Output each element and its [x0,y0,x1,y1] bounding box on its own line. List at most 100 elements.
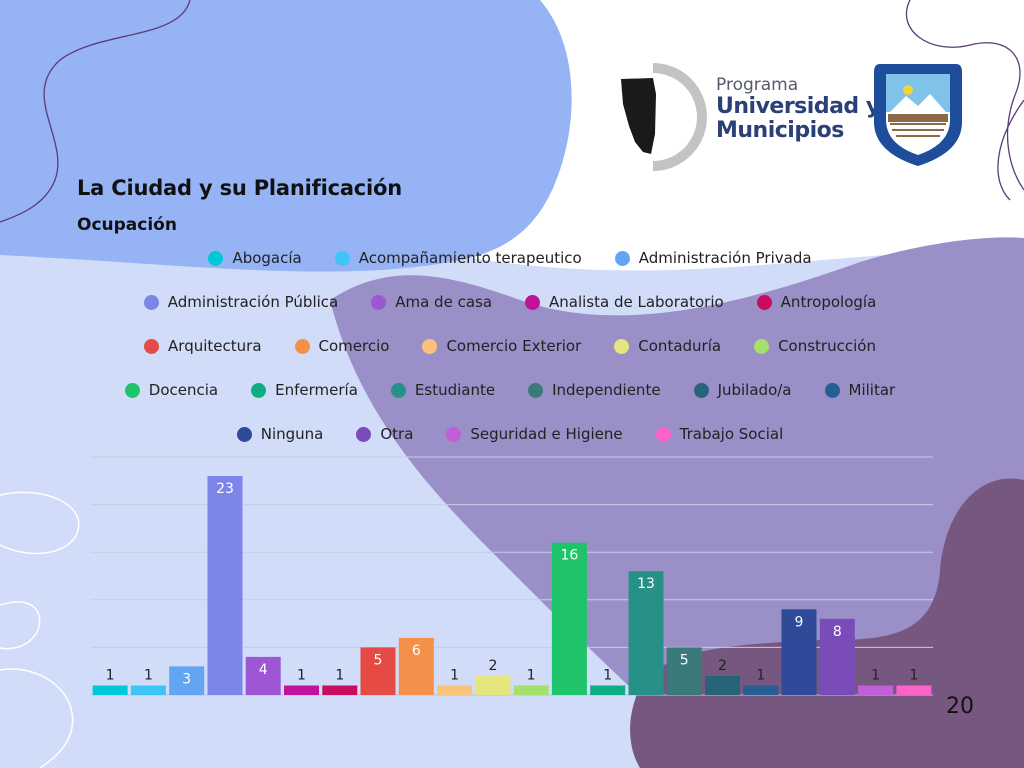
legend-swatch [655,426,671,442]
bar [398,637,434,695]
bar-value-label: 4 [259,662,268,678]
legend-label: Ninguna [260,425,324,443]
legend-row: Ninguna Otra Seguridad e Higiene Trabajo So… [60,412,960,456]
legend-item: Administración Pública [143,293,339,311]
legend-label: Seguridad e Higiene [470,425,623,443]
university-shield-icon [874,64,962,166]
decor-swirl-top-left [0,0,191,223]
bar-value-label: 13 [637,576,655,592]
bar [551,542,587,695]
legend-item: Contaduría [614,337,721,355]
legend-swatch [446,426,462,442]
bar [781,609,817,695]
bar-value-label: 1 [603,668,612,684]
dark-purple-blob [630,478,1024,768]
legend-label: Administración Pública [167,293,339,311]
bar-value-label: 2 [718,658,727,674]
bar-value-label: 5 [680,652,689,668]
logo-line-3: Municipios [716,117,844,143]
legend-swatch [144,338,160,354]
legend-label: Otra [380,425,414,443]
bar-value-label: 2 [488,658,497,674]
legend-label: Enfermería [275,381,358,399]
bar [513,685,549,695]
bar [628,571,664,695]
bar-value-label: 5 [374,652,383,668]
bar-value-label: 1 [527,668,536,684]
legend-item: Construcción [754,337,876,355]
bar [666,647,702,695]
program-logo-mark [586,57,707,175]
legend-swatch [754,338,770,354]
legend-item: Seguridad e Higiene [446,425,623,443]
legend-item: Antropología [756,293,877,311]
bar [360,647,396,695]
legend-swatch [824,382,840,398]
legend-item: Administración Privada [614,249,812,267]
logo-line-2: Universidad y [716,93,880,119]
legend-label: Militar [848,381,896,399]
legend-swatch [614,250,630,266]
legend-label: Jubilado/a [717,381,792,399]
legend-swatch [251,382,267,398]
bar [284,685,319,695]
chart-legend: Abogacía Acompañamiento terapeutico Admini… [60,236,960,456]
bar-value-label: 8 [833,624,842,640]
legend-label: Contaduría [638,337,722,355]
legend-item: Estudiante [390,381,496,399]
bar [207,476,243,695]
chart-subtitle: Ocupación [77,215,177,235]
legend-label: Docencia [148,381,219,399]
legend-item: Enfermería [251,381,358,399]
bar [705,676,740,695]
legend-label: Antropología [780,293,877,311]
legend-item: Analista de Laboratorio [525,293,724,311]
legend-swatch [294,338,310,354]
bar-value-label: 1 [144,668,153,684]
bar-value-label: 1 [756,668,765,684]
logo-line-1: Programa [716,75,799,95]
legend-item: Trabajo Social [655,425,783,443]
legend-label: Analista de Laboratorio [549,293,724,311]
legend-item: Ama de casa [371,293,492,311]
bar [437,685,473,695]
bar-value-label: 1 [871,668,880,684]
legend-row: Arquitectura Comercio Comercio Exterior Con… [60,324,960,368]
legend-row: Administración Pública Ama de casa Analist… [60,280,960,324]
decor-swirl-top-right-2 [997,99,1024,201]
legend-row: Docencia Enfermería Estudiante Independient… [60,368,960,412]
legend-swatch [208,250,224,266]
program-logo-text: Programa Universidad y Municipios [716,76,880,143]
legend-swatch [422,338,438,354]
legend-swatch [143,294,159,310]
bar [858,685,894,695]
legend-item: Comercio Exterior [422,337,581,355]
legend-swatch [525,294,541,310]
legend-item: Otra [356,425,413,443]
legend-swatch [528,382,544,398]
bar-value-label: 1 [106,668,115,684]
bar-value-label: 1 [335,668,344,684]
legend-item: Acompañamiento terapeutico [334,249,582,267]
bar-value-label: 23 [216,481,234,497]
legend-label: Estudiante [414,381,496,399]
legend-label: Comercio [318,337,390,355]
legend-item: Jubilado/a [693,381,792,399]
legend-swatch [693,382,709,398]
legend-label: Administración Privada [638,249,812,267]
bar-value-label: 6 [412,643,421,659]
legend-swatch [371,294,387,310]
bar [92,685,128,695]
legend-item: Abogacía [208,249,302,267]
bar [130,685,166,695]
bar [169,666,205,695]
decor-white-curl-3 [0,668,74,768]
legend-swatch [390,382,406,398]
legend-row: Abogacía Acompañamiento terapeutico Admini… [60,236,960,280]
bar-value-label: 1 [297,668,306,684]
legend-item: Militar [824,381,896,399]
legend-swatch [124,382,140,398]
bar-value-label: 1 [450,668,459,684]
legend-swatch [756,294,772,310]
